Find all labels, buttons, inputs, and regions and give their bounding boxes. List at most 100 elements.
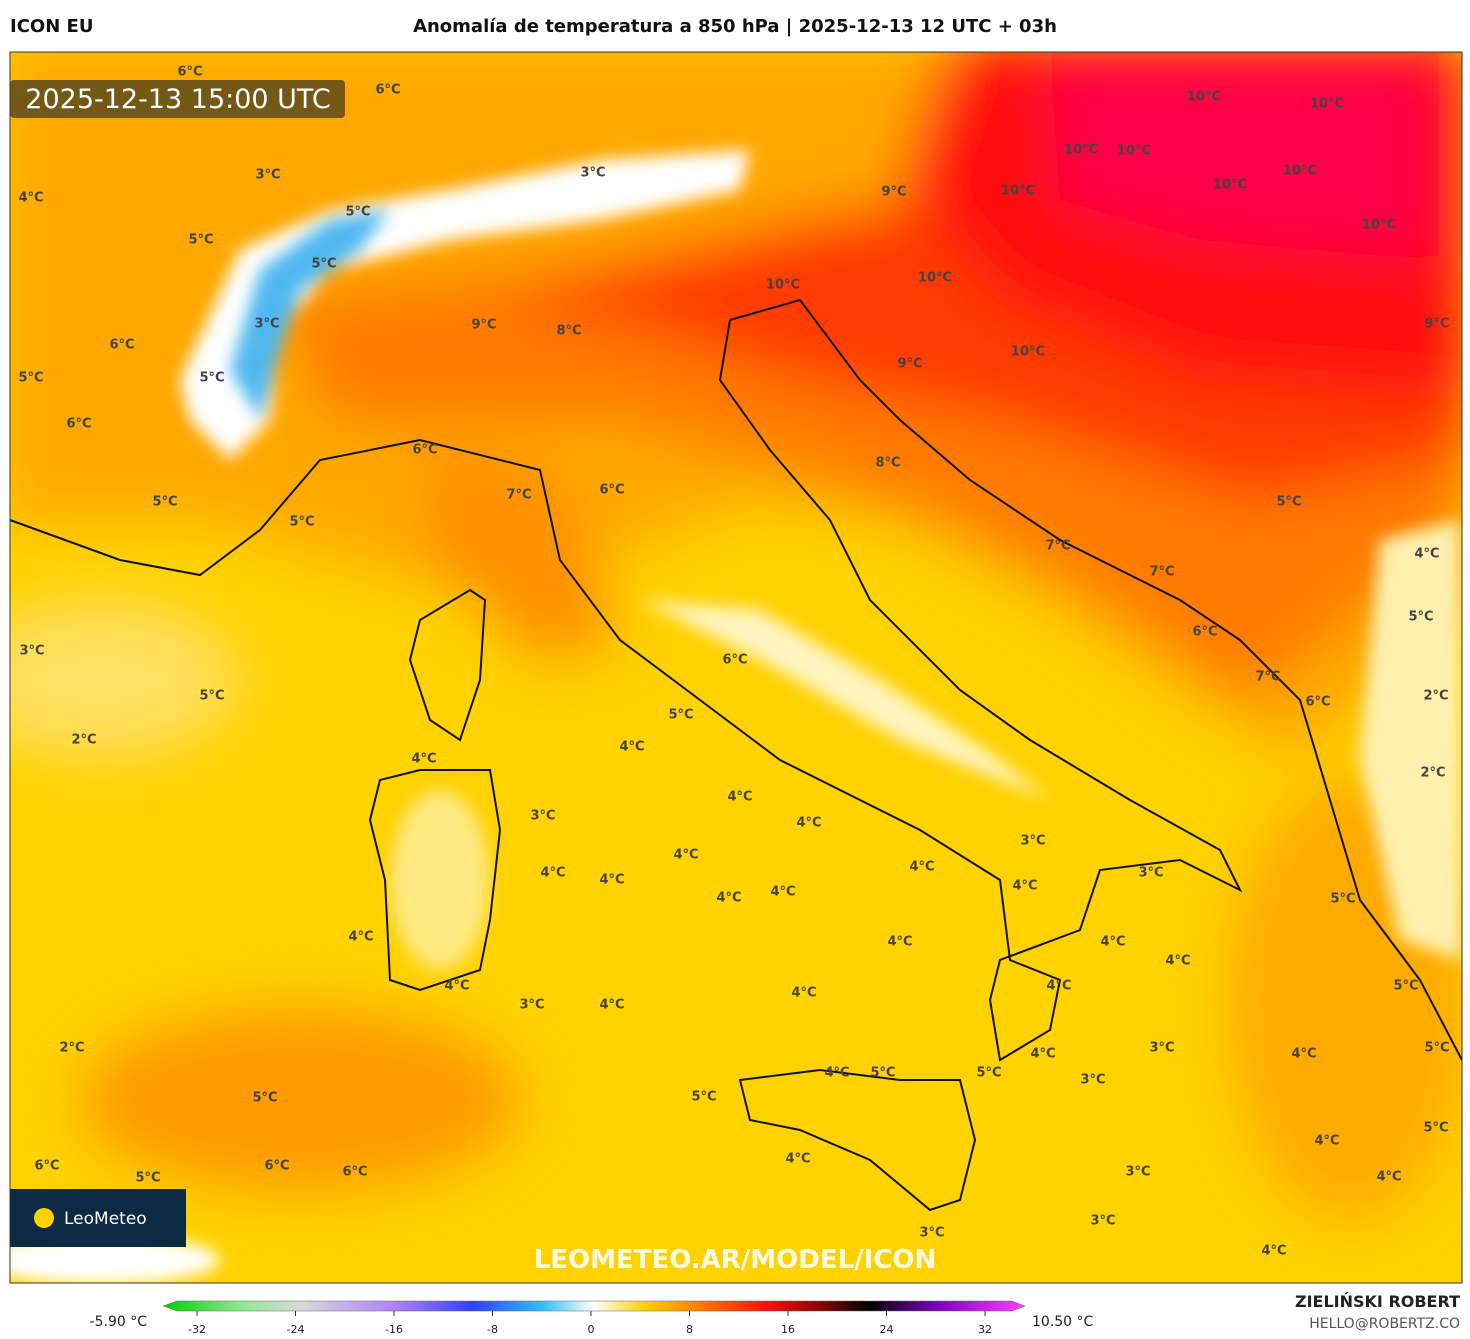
temperature-label: 7°C [506, 488, 531, 503]
temperature-label: 9°C [897, 357, 922, 372]
temperature-label: 4°C [887, 935, 912, 950]
colorbar-tick-label: 16 [781, 1323, 795, 1336]
temperature-label: 10°C [1064, 143, 1098, 158]
temperature-label: 4°C [716, 891, 741, 906]
temperature-label: 3°C [255, 168, 280, 183]
temperature-label: 4°C [18, 191, 43, 206]
temperature-label: 3°C [1138, 866, 1163, 881]
temperature-label: 3°C [1080, 1073, 1105, 1088]
temperature-label: 10°C [1011, 345, 1045, 360]
temperature-label: 5°C [345, 205, 370, 220]
temperature-label: 4°C [785, 1152, 810, 1167]
colorbar-max: 10.50 °C [1032, 1314, 1094, 1330]
temperature-label: 4°C [348, 930, 373, 945]
temperature-label: 6°C [412, 443, 437, 458]
temperature-label: 4°C [599, 998, 624, 1013]
temperature-label: 3°C [580, 166, 605, 181]
colorbar-tick-label: 24 [880, 1323, 894, 1336]
temperature-label: 6°C [342, 1165, 367, 1180]
temperature-label: 4°C [411, 752, 436, 767]
temperature-label: 5°C [18, 371, 43, 386]
temperature-label: 3°C [919, 1226, 944, 1241]
temperature-label: 5°C [1408, 610, 1433, 625]
temperature-label: 6°C [1192, 625, 1217, 640]
temperature-label: 10°C [1362, 218, 1396, 233]
logo: LeoMeteo [64, 1209, 147, 1229]
temperature-label: 5°C [311, 257, 336, 272]
temperature-label: 4°C [1046, 979, 1071, 994]
temperature-label: 6°C [109, 338, 134, 353]
temperature-label: 4°C [673, 848, 698, 863]
temperature-label: 10°C [1001, 184, 1035, 199]
temperature-label: 5°C [1393, 979, 1418, 994]
temperature-label: 4°C [1100, 935, 1125, 950]
temperature-label: 5°C [199, 371, 224, 386]
temperature-label: 5°C [1276, 495, 1301, 510]
temperature-label: 2°C [71, 733, 96, 748]
temperature-label: 4°C [909, 860, 934, 875]
temperature-label: 4°C [791, 986, 816, 1001]
temperature-label: 6°C [599, 483, 624, 498]
temperature-label: 10°C [1283, 164, 1317, 179]
temperature-label: 6°C [34, 1159, 59, 1174]
temperature-label: 8°C [556, 324, 581, 339]
model-name: ICON EU [10, 16, 93, 37]
temperature-label: 5°C [152, 495, 177, 510]
temperature-label: 2°C [1423, 689, 1448, 704]
temperature-label: 6°C [375, 83, 400, 98]
temperature-label: 10°C [766, 278, 800, 293]
temperature-label: 3°C [530, 809, 555, 824]
temperature-label: 4°C [1291, 1047, 1316, 1062]
temperature-label: 4°C [1165, 954, 1190, 969]
temperature-label: 7°C [1045, 539, 1070, 554]
temperature-label: 9°C [471, 318, 496, 333]
temperature-label: 3°C [254, 317, 279, 332]
watermark: LEOMETEO.AR/MODEL/ICON [534, 1245, 937, 1275]
temperature-label: 5°C [135, 1171, 160, 1186]
colorbar-tick-label: -32 [188, 1323, 206, 1336]
temperature-label: 9°C [881, 185, 906, 200]
temperature-label: 3°C [519, 998, 544, 1013]
temperature-label: 5°C [870, 1066, 895, 1081]
temperature-label: 10°C [1187, 90, 1221, 105]
temperature-label: 10°C [918, 271, 952, 286]
title: Anomalía de temperatura a 850 hPa | 2025… [413, 16, 1057, 37]
colorbar-tick-label: -16 [385, 1323, 403, 1336]
temperature-label: 5°C [1423, 1121, 1448, 1136]
map: 6°C 6°C 4°C 3°C 5°C 3°C 5°C 5°C 3°C 6°C 5°C 5°C 6°C 5… [10, 52, 1462, 1283]
temperature-label: 4°C [727, 790, 752, 805]
temperature-label: 5°C [252, 1091, 277, 1106]
temperature-label: 5°C [691, 1090, 716, 1105]
temperature-label: 4°C [540, 866, 565, 881]
temperature-label: 6°C [177, 65, 202, 80]
temperature-label: 4°C [770, 885, 795, 900]
temperature-label: 5°C [188, 233, 213, 248]
colorbar-tick-label: -8 [487, 1323, 498, 1336]
temperature-label: 5°C [1424, 1041, 1449, 1056]
temperature-label: 5°C [289, 515, 314, 530]
email: HELLO@ROBERTZ.CO [1309, 1316, 1460, 1332]
temperature-label: 4°C [1012, 879, 1037, 894]
temperature-label: 10°C [1310, 97, 1344, 112]
temperature-label: 9°C [1424, 317, 1449, 332]
temperature-label: 3°C [1090, 1214, 1115, 1229]
temperature-label: 3°C [1020, 834, 1045, 849]
temperature-label: 4°C [796, 816, 821, 831]
temperature-label: 2°C [1420, 766, 1445, 781]
temperature-label: 5°C [668, 708, 693, 723]
colorbar-tick-label: 32 [978, 1323, 992, 1336]
temperature-label: 8°C [875, 456, 900, 471]
temperature-label: 4°C [619, 740, 644, 755]
temperature-label: 4°C [599, 873, 624, 888]
coastline [10, 298, 1462, 1212]
temperature-label: 3°C [1149, 1041, 1174, 1056]
temperature-label: 5°C [976, 1066, 1001, 1081]
temperature-label: 4°C [1314, 1134, 1339, 1149]
temperature-label: 7°C [1255, 670, 1280, 685]
temperature-label: 6°C [66, 417, 91, 432]
temperature-label: 5°C [199, 689, 224, 704]
temperature-label: 6°C [722, 653, 747, 668]
colorbar-tick-label: -24 [287, 1323, 305, 1336]
temperature-label: 6°C [1305, 695, 1330, 710]
